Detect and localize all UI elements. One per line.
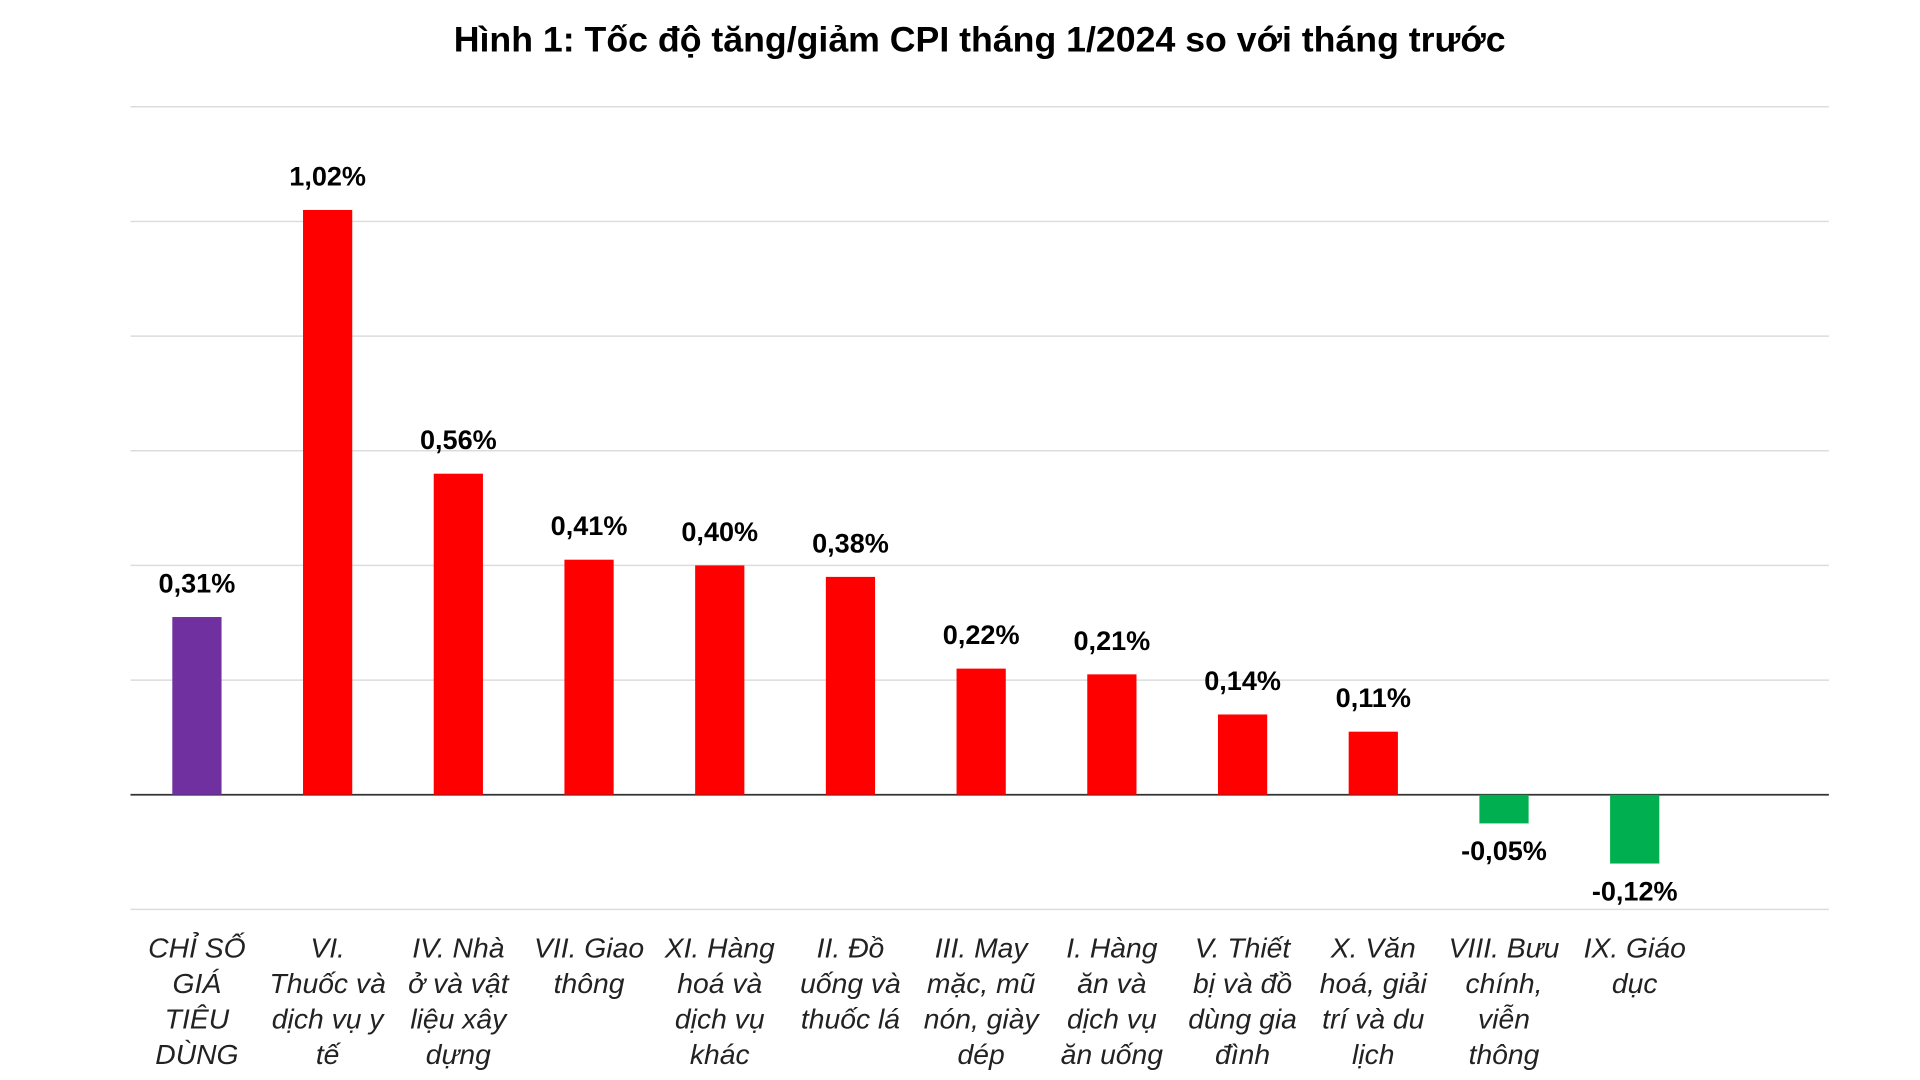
category-label: CHỈ SỐ GIÁ TIÊU DÙNG [148, 931, 245, 1070]
category-label: III. May mặc, mũ nón, giày dép [924, 931, 1041, 1070]
bar [1217, 714, 1268, 795]
data-label: 0,14% [1204, 666, 1281, 696]
bar [956, 668, 1006, 795]
bars [172, 209, 1660, 864]
data-label: -0,05% [1461, 836, 1547, 866]
data-label: 0,21% [1074, 626, 1151, 656]
bar [433, 473, 483, 795]
data-label: 0,56% [420, 425, 497, 455]
data-label: 0,40% [681, 517, 758, 547]
chart-title: Hình 1: Tốc độ tăng/giảm CPI tháng 1/202… [454, 20, 1506, 60]
data-label: 1,02% [289, 161, 366, 191]
data-label: 0,22% [943, 620, 1020, 650]
bar [172, 617, 222, 795]
category-label: VI. Thuốc và dịch vụ y tế [269, 931, 385, 1070]
bar [695, 565, 745, 795]
bar [825, 576, 876, 795]
bar [564, 559, 614, 795]
bar [1348, 731, 1398, 795]
bar [1479, 794, 1529, 824]
bar [303, 209, 353, 795]
data-label: -0,12% [1592, 876, 1678, 906]
data-labels: 0,31% 1,02% 0,56% 0,41% 0,40% 0,38% 0,22% 0,21%… [159, 161, 1678, 906]
category-label: IX. Giáo dục [1584, 931, 1686, 999]
bar [1087, 674, 1137, 795]
data-label: 0,41% [551, 511, 628, 541]
category-label: V. Thiết bị và đồ dùng gia đình [1188, 931, 1297, 1070]
category-label: VII. Giao thông [534, 931, 644, 999]
data-label: 0,11% [1336, 683, 1411, 713]
category-label: VIII. Bưu chính, viễn thông [1449, 931, 1560, 1070]
category-label: XI. Hàng hoá và dịch vụ khác [664, 931, 775, 1070]
category-label: I. Hàng ăn và dịch vụ ăn uống [1061, 931, 1164, 1070]
data-label: 0,38% [812, 528, 889, 558]
category-label: IV. Nhà ở và vật liệu xây dựng [408, 931, 510, 1070]
category-label: II. Đồ uống và thuốc lá [800, 931, 901, 1034]
bar [1610, 794, 1660, 864]
data-label: 0,31% [159, 569, 236, 599]
category-label: X. Văn hoá, giải trí và du lịch [1320, 931, 1428, 1070]
